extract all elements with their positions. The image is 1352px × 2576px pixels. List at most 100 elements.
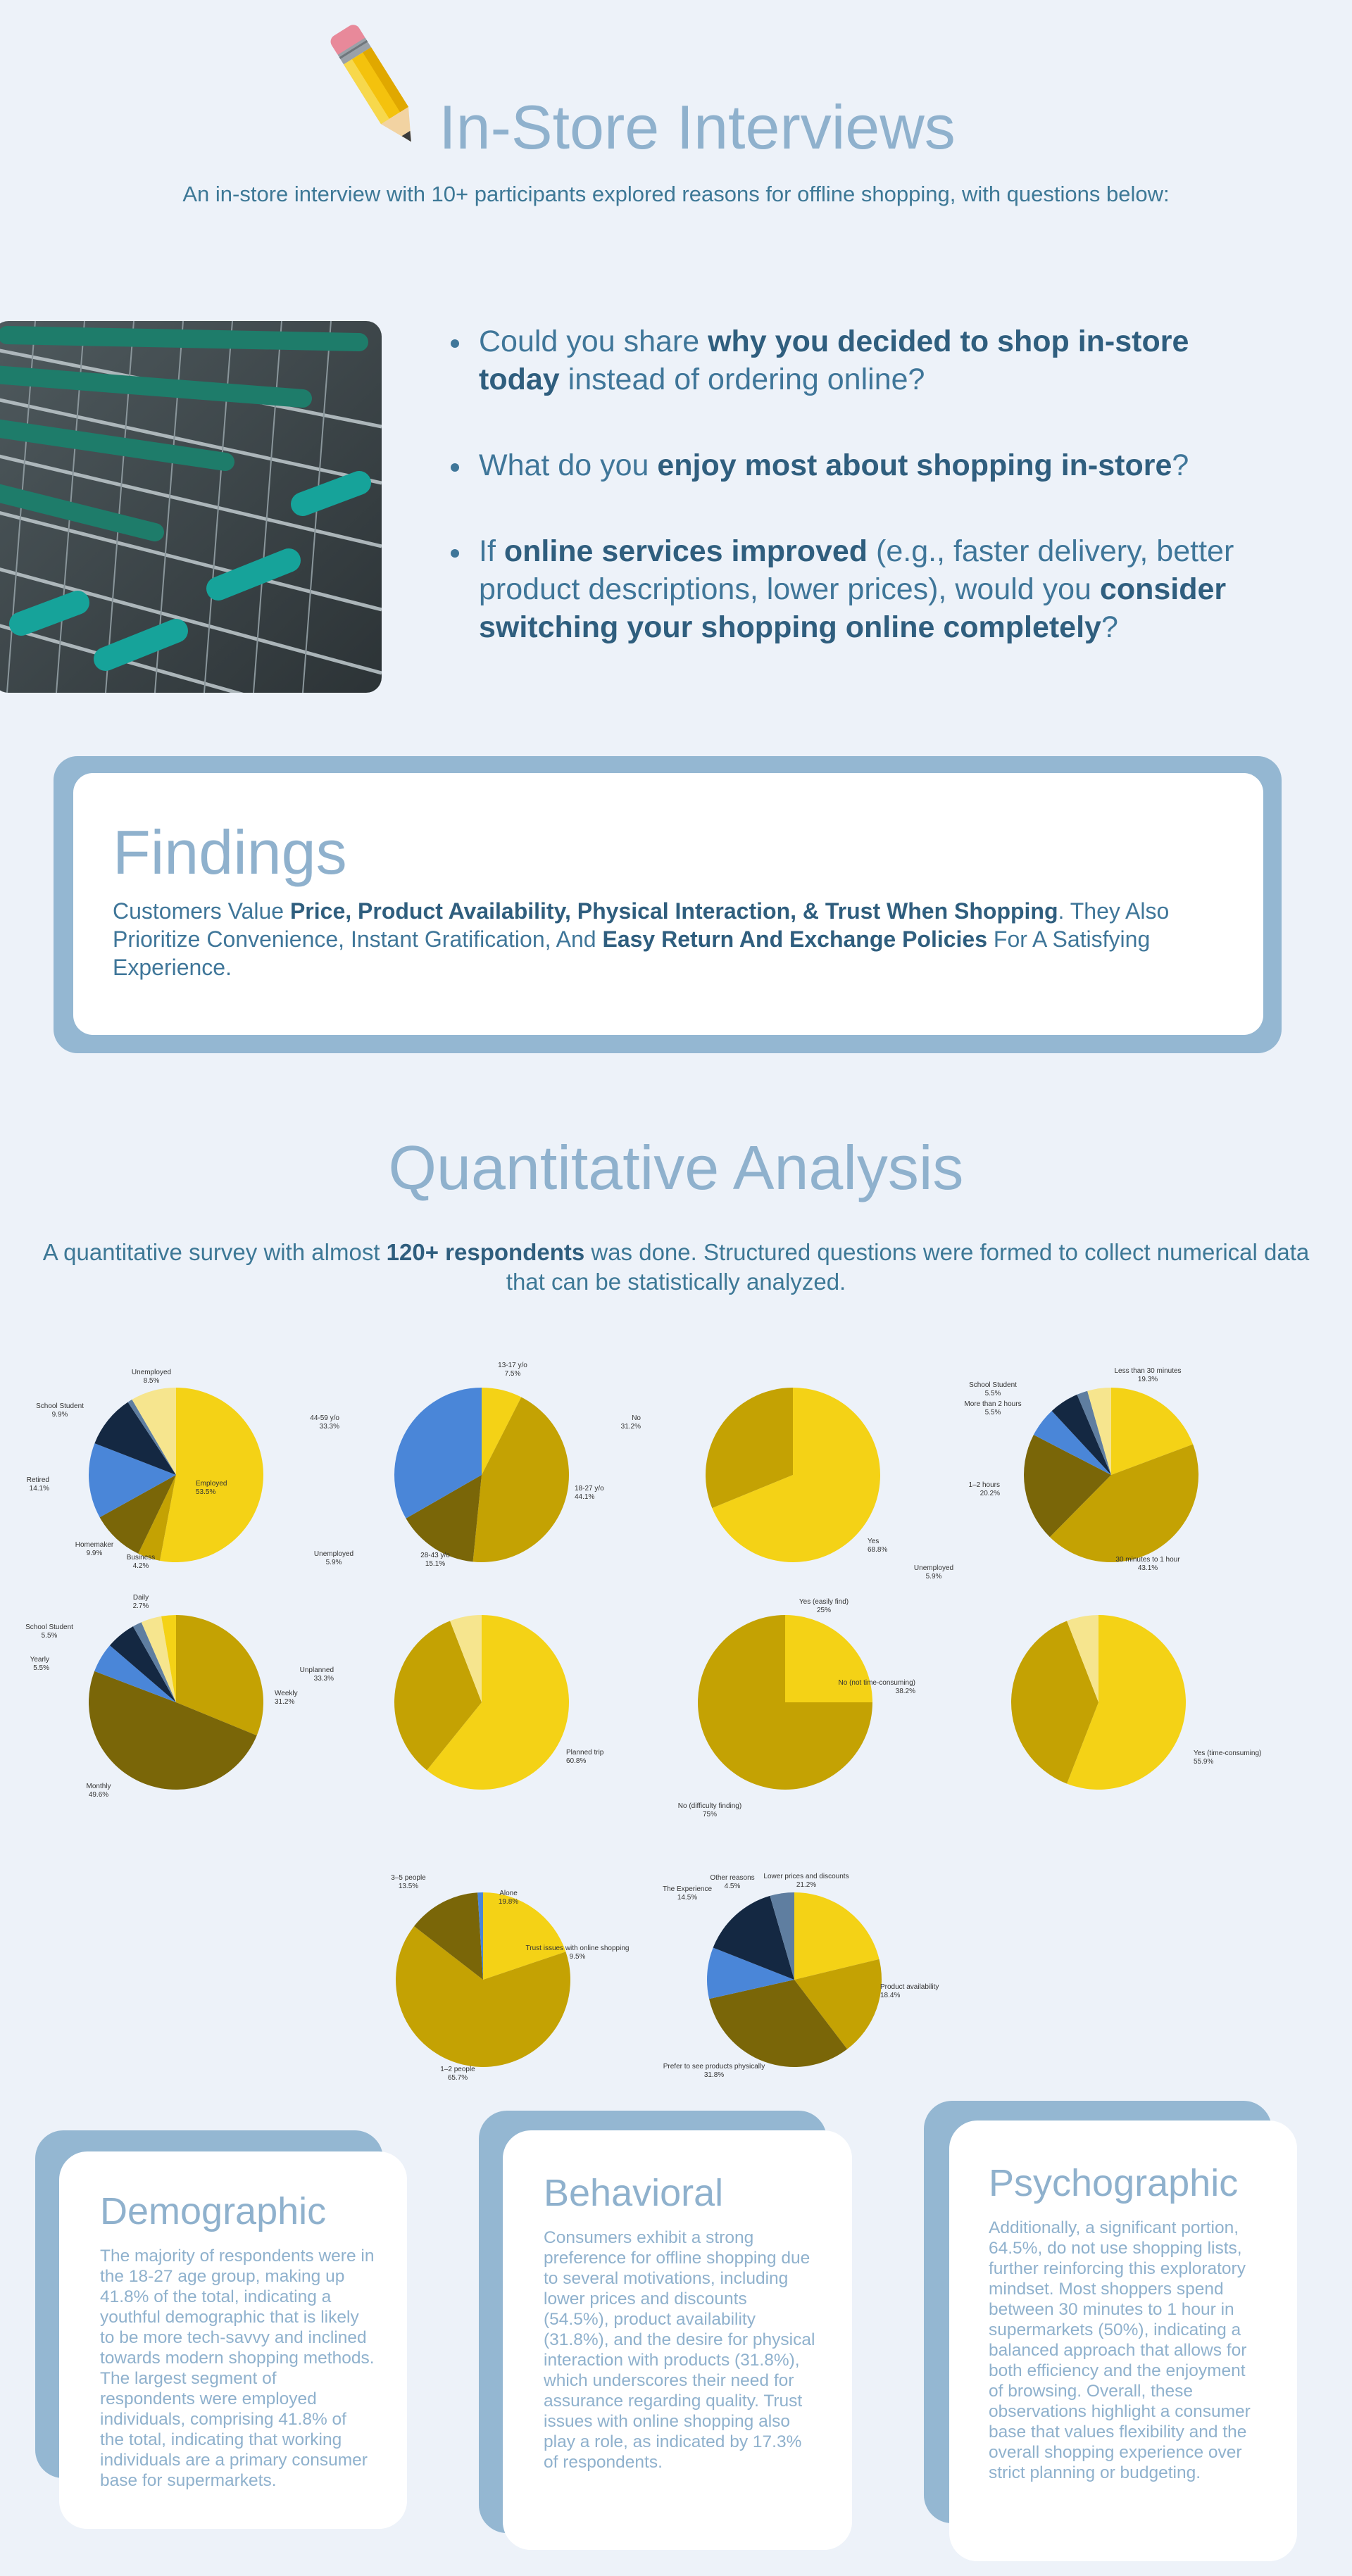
pie-slice <box>1024 1435 1111 1538</box>
pie-slice <box>99 1475 176 1554</box>
text-run: ? <box>1172 448 1189 482</box>
pie-slice <box>713 1895 794 1980</box>
pie-slice <box>159 1388 264 1562</box>
question-item: What do you enjoy most about shopping in… <box>451 446 1268 484</box>
emphasis-text: Price, Product Availability, Physical In… <box>289 898 1058 924</box>
pie-label: No (difficulty finding) 75% <box>678 1802 741 1818</box>
pie-slice <box>1051 1394 1111 1475</box>
pie-slice <box>770 1892 794 1980</box>
pie-label: 28-43 y/o 15.1% <box>420 1552 450 1568</box>
pie-slice <box>396 1925 570 2067</box>
text-run: was done. Structured questions were form… <box>506 1239 1310 1295</box>
question-item: If online services improved (e.g., faste… <box>451 532 1268 646</box>
pie-slice <box>132 1388 176 1475</box>
pie-slice <box>709 1980 848 2067</box>
pie-slice <box>1067 1615 1186 1790</box>
pie-slice <box>141 1616 176 1702</box>
findings-card <box>73 773 1263 1035</box>
pie-slice <box>132 1622 176 1702</box>
pie-slice <box>138 1475 176 1561</box>
pie-slice <box>707 1947 794 1999</box>
pie-label: Yes 68.8% <box>868 1538 887 1554</box>
shopping-carts-photo <box>0 321 382 693</box>
pie-slice <box>698 1615 872 1790</box>
pie-slice <box>1077 1390 1111 1475</box>
pie-slice <box>1087 1388 1111 1475</box>
pie-label: Daily 2.7% <box>133 1594 149 1610</box>
pie-label: Retired 14.1% <box>27 1476 49 1493</box>
pie-label: Product availability 18.4% <box>880 1983 939 1999</box>
text-run: ? <box>1101 610 1118 644</box>
emphasis-text: consider switching your shopping online … <box>479 572 1227 644</box>
pie-label: School Student 5.5% <box>969 1381 1017 1397</box>
pie-label: Other reasons 4.5% <box>710 1874 754 1890</box>
pie-label: The Experience 14.5% <box>663 1885 712 1902</box>
pie-label: Unemployed 5.9% <box>914 1564 953 1581</box>
pie-chart-frequency: Weekly 31.2% Monthly 49.6% Yearly 5.5% School … <box>25 1594 298 1799</box>
demographic-card <box>59 2151 407 2529</box>
psychographic-text: Additionally, a significant portion, 64.… <box>989 2218 1251 2482</box>
pie-label: 18-27 y/o 44.1% <box>575 1485 604 1501</box>
pie-slice <box>1067 1615 1098 1702</box>
text-run: For A Satisfying Experience. <box>113 926 1151 980</box>
pie-slice <box>89 1671 257 1790</box>
pie-slice <box>127 1399 176 1475</box>
pie-chart-time-spent: Less than 30 minutes 19.3% 30 minutes to 1… <box>964 1367 1198 1572</box>
psychographic-title: Psychographic <box>989 2162 1239 2204</box>
pie-chart-time-consuming: Yes (time-consuming) 55.9% No (not time-co… <box>839 1564 1261 1790</box>
behavioral-text: Consumers exhibit a strong preference fo… <box>544 2228 815 2472</box>
pie-label: Weekly 31.2% <box>275 1690 298 1706</box>
pie-slice <box>712 1388 880 1562</box>
pie-slice <box>477 1892 483 1980</box>
text-run: A quantitative survey with almost <box>42 1239 387 1265</box>
pie-chart-companions: Alone 19.8% 1–2 people 65.7% 3–5 people 13.5% <box>391 1874 570 2082</box>
page-title: In-Store Interviews <box>439 92 956 162</box>
pie-label: More than 2 hours 5.5% <box>964 1400 1021 1416</box>
pie-label: Unplanned 33.3% <box>300 1666 334 1683</box>
quant-title: Quantitative Analysis <box>388 1133 964 1202</box>
pie-label: Yes (time-consuming) 55.9% <box>1194 1749 1261 1766</box>
pie-label: Unemployed 8.5% <box>132 1369 171 1385</box>
pie-label: School Student 5.5% <box>25 1623 73 1640</box>
pie-label: No 31.2% <box>621 1414 641 1431</box>
intro-text: An in-store interview with 10+ participa… <box>182 182 1170 206</box>
pie-chart-shop-in-store: Yes 68.8% No 31.2% <box>621 1388 887 1562</box>
pie-slice <box>1033 1411 1111 1475</box>
pie-label: Homemaker 9.9% <box>75 1541 114 1557</box>
text-run: What do you <box>479 448 658 482</box>
pie-slice <box>394 1388 482 1519</box>
emphasis-text: 120+ respondents <box>386 1239 585 1265</box>
emphasis-text: enjoy most about shopping in-store <box>657 448 1172 482</box>
pie-label: Monthly 49.6% <box>86 1783 111 1799</box>
pie-slice <box>94 1402 176 1475</box>
pie-slice <box>794 1892 880 1980</box>
text-run: If <box>479 534 504 568</box>
behavioral-card <box>503 2130 852 2550</box>
pie-slice <box>482 1388 522 1475</box>
text-run: (e.g., faster delivery, better product d… <box>479 534 1234 606</box>
text-run: instead of ordering online? <box>559 363 925 396</box>
pie-slice <box>450 1615 482 1702</box>
pie-label: Yes (easily find) 25% <box>799 1598 849 1614</box>
pie-label: School Student 9.9% <box>36 1402 84 1419</box>
pie-chart-planning: Planned trip 60.8% Unplanned 33.3% Unemploye… <box>300 1550 604 1790</box>
pie-chart-reasons: Lower prices and discounts 21.2% Product a… <box>526 1873 939 2079</box>
pie-slice <box>1049 1444 1198 1562</box>
pie-slice <box>1011 1621 1098 1784</box>
pie-chart-age: 13-17 y/o 7.5% 18-27 y/o 44.1% 28-43 y/o 15.1… <box>310 1362 604 1568</box>
demographic-title: Demographic <box>100 2190 327 2232</box>
pencil-icon <box>330 25 411 142</box>
pie-label: Lower prices and discounts 21.2% <box>763 1873 849 1889</box>
pie-label: Alone 19.8% <box>499 1890 518 1906</box>
psychographic-card <box>949 2121 1297 2561</box>
pie-label: Unemployed 5.9% <box>314 1550 353 1566</box>
text-run: Customers Value <box>113 898 290 924</box>
emphasis-text: Easy Return And Exchange Policies <box>602 926 988 952</box>
pie-label: Planned trip 60.8% <box>566 1749 604 1765</box>
pie-slice <box>394 1621 482 1771</box>
pie-slice <box>472 1397 570 1562</box>
pie-label: Less than 30 minutes 19.3% <box>1114 1367 1181 1383</box>
pie-slice <box>483 1892 566 1980</box>
pie-chart-find-products: Yes (easily find) 25% No (difficulty findi… <box>678 1598 872 1818</box>
pie-slice <box>785 1615 872 1702</box>
